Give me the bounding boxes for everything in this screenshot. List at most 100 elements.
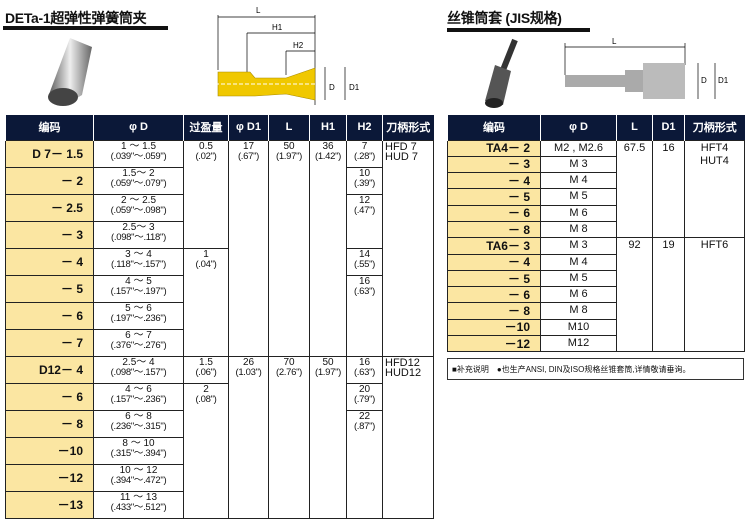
inch-value: (1.97"): [314, 366, 342, 378]
table-row: － 4 3 ～ 4 (.118"～.157") 1 (.04") 14 (.55"): [5, 247, 434, 357]
value: 14: [358, 248, 371, 260]
value: 1 ～ 1.5: [120, 140, 157, 152]
value: M 8: [569, 304, 588, 317]
table-row: － 3 M 3: [447, 155, 745, 174]
table-row: TA4－ 2 M2 , M2.6 67.5 16 HFT4 HUT4: [447, 139, 745, 239]
value: TA4－ 2: [486, 141, 530, 156]
value: 92: [628, 239, 641, 252]
table-row: －12 M12: [447, 335, 745, 353]
value: M 3: [569, 239, 588, 252]
value: 4 ～ 6: [125, 383, 152, 395]
value: φ D: [569, 121, 588, 134]
value: M12: [567, 337, 590, 350]
value: － 8: [60, 417, 83, 431]
inch-value: (.02"): [195, 150, 217, 162]
value: 8 ～ 10: [122, 437, 155, 449]
value: － 3: [507, 157, 530, 172]
value: D1: [661, 121, 676, 134]
value: － 5: [60, 282, 83, 296]
column-header: 刀柄形式: [382, 115, 434, 140]
inch-value: (.63"): [353, 285, 376, 297]
dim-D1: D1: [718, 76, 729, 85]
column-header: φ D: [540, 115, 617, 140]
table-row: －12 10 ～ 12 (.394"～.472"): [5, 463, 434, 492]
value: － 6: [60, 309, 83, 323]
inch-value: (.118"～.157"): [111, 258, 166, 270]
table-row: D 7－ 1.5 1 ～ 1.5 (.039"～.059") 0.5 (.02") 17(…: [5, 139, 434, 357]
dim-H1: H1: [272, 23, 283, 32]
dim-L: L: [256, 6, 261, 15]
value: 2.5～ 3: [122, 221, 155, 233]
inch-value: (.157"～.197"): [110, 285, 167, 297]
value: M10: [567, 320, 590, 333]
value: 刀柄形式: [386, 122, 431, 135]
inch-value: (.06"): [195, 366, 217, 378]
column-header: D1: [652, 115, 685, 140]
value: 50: [322, 356, 334, 368]
value: φ D1: [236, 121, 261, 134]
inch-value: (2.76"): [275, 366, 303, 378]
inch-value: (.08"): [195, 393, 217, 405]
dim-L: L: [612, 37, 617, 46]
value: 过盈量: [189, 122, 223, 135]
column-header: φ D1: [228, 115, 269, 140]
column-header: H1: [309, 115, 347, 140]
value: 11 ～ 13: [119, 491, 158, 503]
inch-value: (.098"～.157"): [110, 366, 167, 378]
value: 36: [322, 140, 334, 152]
inch-value: (.47"): [353, 204, 376, 216]
inch-value: (.236"～.315"): [110, 420, 167, 432]
column-header: L: [616, 115, 653, 140]
value: φ D: [129, 121, 148, 134]
value: 16: [358, 275, 371, 287]
value: 26: [242, 356, 255, 368]
column-header: 编码: [5, 115, 94, 140]
table-row: － 6 M 6: [447, 204, 745, 222]
value: M 6: [569, 206, 588, 219]
value: 2 ～ 2.5: [120, 194, 157, 206]
value: 20: [358, 383, 371, 395]
inch-value: (.04"): [195, 258, 217, 270]
value: － 5: [507, 271, 530, 286]
inch-value: (.87"): [353, 420, 376, 432]
value: HFT6: [700, 239, 729, 252]
value: M2 , M2.6: [554, 141, 603, 154]
column-header: H2: [346, 115, 383, 140]
value: 3 ～ 4: [125, 248, 152, 260]
supplementary-note: ■补充说明 ●也生产ANSI, DIN及ISO规格丝锥套筒,详情敬请垂询。: [447, 358, 744, 380]
value: 编码: [483, 122, 505, 135]
table-row: TA6－ 3 M 3 92 19 HFT6: [447, 237, 745, 353]
value: HFD 7: [385, 140, 417, 153]
value: －13: [57, 498, 83, 512]
table-row: － 2.5 2 ～ 2.5 (.059"～.098") 12 (.47"): [5, 193, 434, 249]
inch-value: (1.03"): [235, 366, 262, 378]
value: 50: [283, 140, 295, 152]
value: 5 ～ 6: [125, 302, 152, 314]
value: 67.5: [623, 141, 646, 154]
value: 12: [358, 194, 371, 206]
value: 16: [662, 141, 675, 154]
value: M 4: [569, 255, 588, 268]
value: － 8: [507, 222, 530, 237]
table-row: － 4 M 4: [447, 253, 745, 271]
table-row: － 6 5 ～ 6 (.197"～.236"): [5, 301, 434, 330]
inch-value: (.315"～.394"): [110, 447, 167, 459]
table-row: － 4 M 4: [447, 172, 745, 190]
value: － 2: [60, 174, 83, 188]
value: 10 ～ 12: [119, 464, 158, 476]
collet-spec-table: 编码 φ D 过盈量 φ D1 L H1 H2 刀柄形式 D 7－ 1.5 1 ～ 1.5 (.03…: [5, 115, 434, 519]
value: － 6: [60, 390, 83, 404]
value: D12－ 4: [38, 363, 83, 377]
value: 1.5～ 2: [122, 167, 155, 179]
inch-value: (.039"～.059"): [110, 150, 167, 162]
value: M 6: [569, 288, 588, 301]
title-underline: [447, 28, 590, 32]
inch-value: (.059"～.098"): [110, 204, 167, 216]
table-row: － 2 1.5～ 2 (.059"～.079") 10 (.39"): [5, 166, 434, 195]
value: 0.5: [199, 140, 213, 152]
table-row: － 5 M 5: [447, 269, 745, 288]
table-row: － 8 M 8: [447, 302, 745, 320]
table-row: － 8 M 8: [447, 220, 745, 239]
column-header: 刀柄形式: [684, 115, 745, 140]
value: 17: [242, 140, 255, 152]
